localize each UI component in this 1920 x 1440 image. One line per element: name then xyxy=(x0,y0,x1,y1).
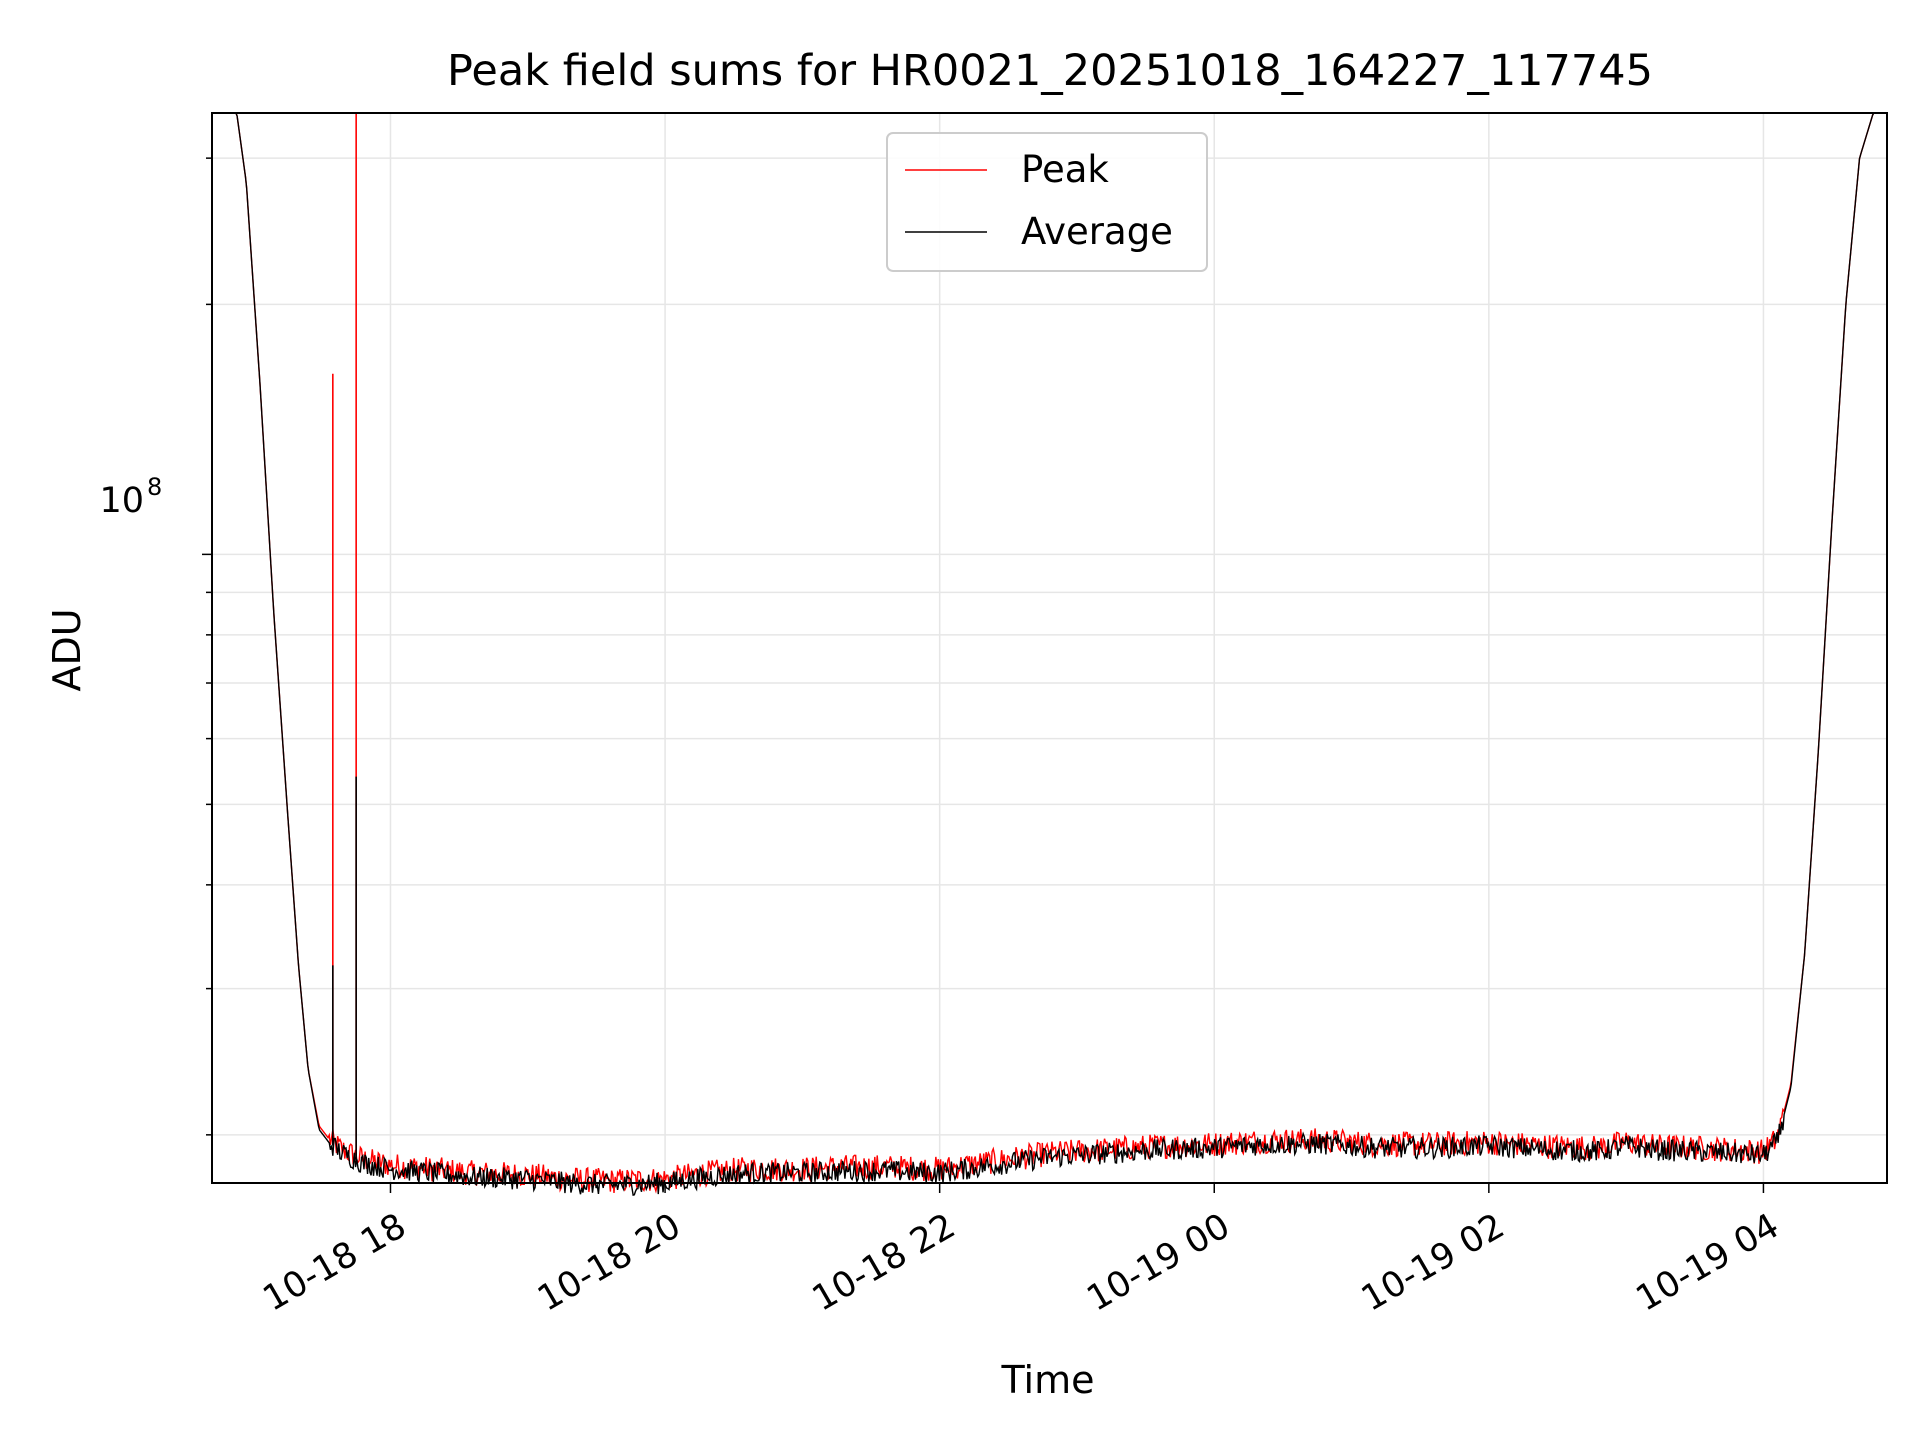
grid-lines xyxy=(212,113,1887,1183)
x-axis-label: Time xyxy=(1001,1358,1095,1402)
plot-series xyxy=(212,112,1887,1196)
plot-frame xyxy=(211,112,1888,1184)
y-axis-label: ADU xyxy=(45,608,89,691)
legend: Peak Average xyxy=(886,132,1208,272)
y-tick-exponent: 8 xyxy=(147,473,162,501)
series-average xyxy=(212,112,1887,1196)
legend-average-label: Average xyxy=(1021,210,1173,253)
average-line xyxy=(212,112,1887,1196)
chart-title: Peak field sums for HR0021_20251018_1642… xyxy=(447,46,1653,96)
legend-peak-label: Peak xyxy=(1021,148,1109,191)
y-major-tick-label: 10 8 xyxy=(99,473,162,521)
legend-box xyxy=(886,132,1208,272)
y-tick-base: 10 xyxy=(99,481,144,521)
